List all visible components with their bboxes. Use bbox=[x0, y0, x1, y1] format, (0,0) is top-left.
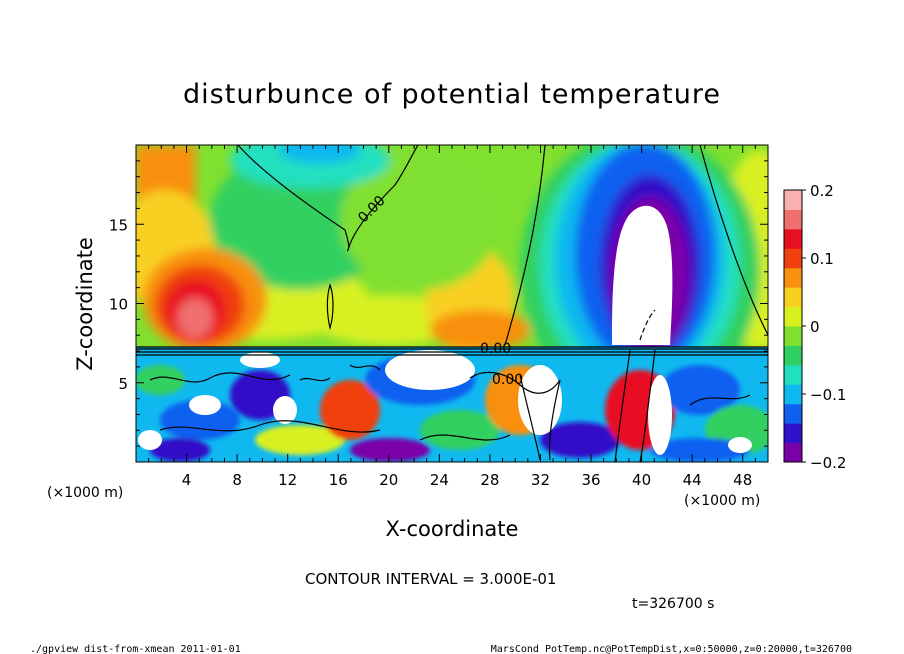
x-axis-label: X-coordinate bbox=[386, 517, 519, 541]
contour-interval-text: CONTOUR INTERVAL = 3.000E-01 bbox=[305, 570, 556, 588]
time-text: t=326700 s bbox=[632, 596, 714, 612]
x-tick-label: 24 bbox=[430, 471, 449, 489]
plot-area: 0.00 0.00 0.00 bbox=[136, 145, 768, 462]
colorbar: 0.2 0.1 0 −0.1 −0.2 bbox=[783, 182, 846, 472]
contour-label: 0.00 bbox=[492, 372, 523, 388]
colorbar-swatch bbox=[784, 442, 802, 463]
x-tick-label: 48 bbox=[733, 471, 752, 489]
x-tick-label: 32 bbox=[531, 471, 550, 489]
colorbar-tick-label: 0 bbox=[810, 318, 820, 336]
colorbar-swatch bbox=[784, 190, 802, 210]
y-unit-label: (×1000 m) bbox=[47, 485, 123, 501]
chart-title: disturbunce of potential temperature bbox=[183, 79, 721, 110]
x-axis: 4 8 12 16 20 24 28 32 36 40 44 48 bbox=[148, 145, 756, 489]
colorbar-swatch bbox=[784, 209, 802, 230]
colorbar-swatch bbox=[784, 248, 802, 269]
x-tick-label: 8 bbox=[232, 471, 242, 489]
x-tick-label: 36 bbox=[581, 471, 600, 489]
colorbar-tick-label: −0.2 bbox=[810, 454, 846, 472]
colorbar-tick-label: 0.1 bbox=[810, 250, 834, 268]
colorbar-swatch bbox=[784, 364, 802, 385]
colorbar-swatch bbox=[784, 423, 802, 444]
x-tick-label: 12 bbox=[278, 471, 297, 489]
x-tick-label: 20 bbox=[379, 471, 398, 489]
y-tick-label: 15 bbox=[109, 216, 128, 234]
y-axis: 5 10 15 bbox=[109, 160, 768, 447]
footer-left: ./gpview_dist-from-xmean 2011-01-01 bbox=[30, 644, 241, 654]
contour-label: 0.00 bbox=[480, 341, 511, 357]
colorbar-tick-label: 0.2 bbox=[810, 182, 834, 200]
x-unit-label: (×1000 m) bbox=[684, 493, 760, 509]
colorbar-swatch bbox=[784, 403, 802, 424]
colorbar-swatch bbox=[784, 306, 802, 327]
x-tick-label: 44 bbox=[683, 471, 702, 489]
colorbar-swatch bbox=[784, 287, 802, 308]
x-tick-label: 4 bbox=[182, 471, 192, 489]
x-tick-label: 40 bbox=[632, 471, 651, 489]
negative-core bbox=[612, 205, 673, 345]
y-tick-label: 10 bbox=[109, 296, 128, 314]
x-tick-label: 28 bbox=[480, 471, 499, 489]
x-tick-label: 16 bbox=[329, 471, 348, 489]
contour-lines bbox=[136, 145, 768, 462]
y-axis-label: Z-coordinate bbox=[73, 237, 97, 371]
colorbar-swatch bbox=[784, 267, 802, 288]
colorbar-swatch bbox=[784, 384, 802, 405]
colorbar-swatch bbox=[784, 345, 802, 366]
colorbar-swatch bbox=[784, 228, 802, 249]
colorbar-tick-label: −0.1 bbox=[810, 386, 846, 404]
lower-layer bbox=[136, 347, 768, 462]
colorbar-swatch bbox=[784, 326, 802, 346]
y-tick-label: 5 bbox=[118, 375, 128, 393]
footer-right: MarsCond_PotTemp.nc@PotTempDist,x=0:5000… bbox=[491, 644, 852, 654]
